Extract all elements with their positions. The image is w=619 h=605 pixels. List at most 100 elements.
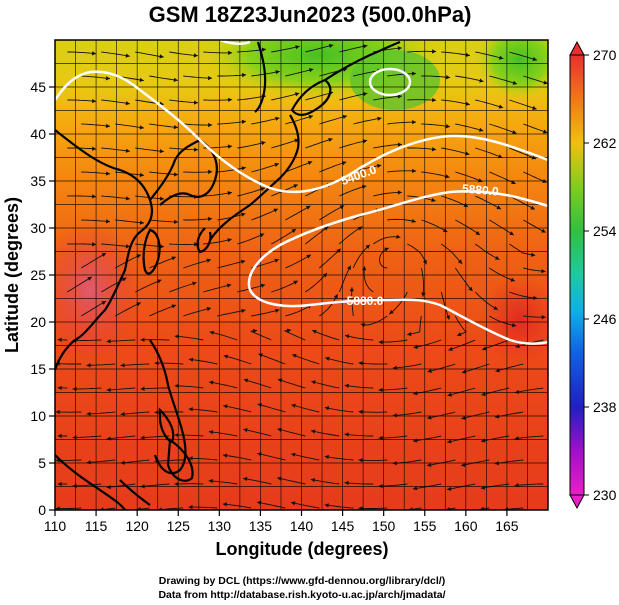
streamline (353, 117, 382, 125)
streamline-arrow (106, 387, 111, 393)
streamline-arrow (275, 308, 280, 313)
japan-honshu (209, 114, 300, 241)
streamline-arrow (427, 462, 432, 468)
streamline (67, 276, 93, 293)
streamline-arrow (261, 141, 266, 146)
streamline-arrow (396, 234, 401, 239)
streamline (475, 51, 504, 60)
x-tick-label: 125 (167, 518, 191, 534)
streamline (250, 330, 272, 341)
streamline (373, 236, 401, 245)
streamline-arrow (349, 287, 354, 292)
streamline (523, 219, 546, 233)
streamline (149, 75, 178, 81)
streamline-arrow (240, 212, 246, 217)
streamline (285, 254, 312, 269)
streamline-arrow (344, 480, 349, 486)
streamline (319, 248, 342, 269)
streamline-arrow (432, 49, 437, 54)
streamline-arrow (493, 305, 498, 310)
contour-5400 (55, 70, 548, 194)
streamline-arrow (324, 503, 329, 508)
streamline (407, 147, 437, 151)
streamline-arrow (291, 452, 296, 457)
streamline-arrow (511, 323, 517, 328)
streamline-arrow (274, 258, 279, 263)
streamline-arrow (55, 506, 60, 510)
streamline-arrow (533, 295, 538, 301)
y-tick-label: 25 (30, 267, 46, 283)
warm-region-west (55, 220, 140, 360)
x-axis-ticks: 110 115 120 125 130 135 140 145 150 155 160 165 (44, 510, 519, 534)
streamline-arrow (482, 346, 487, 351)
x-tick-label: 130 (208, 518, 232, 534)
streamline-arrow (445, 174, 450, 179)
streamline-arrow (209, 330, 215, 335)
streamline (489, 123, 517, 134)
coastlines (55, 40, 401, 510)
streamline (285, 205, 311, 221)
streamline (373, 191, 402, 197)
streamline (149, 219, 179, 223)
streamline (387, 218, 417, 223)
streamline (338, 265, 352, 293)
streamline-arrow (344, 432, 349, 437)
streamline-arrow (333, 294, 338, 299)
y-tick-label: 10 (30, 408, 46, 424)
streamline (475, 99, 504, 109)
streamline (344, 433, 374, 437)
streamline (120, 459, 150, 464)
streamline (203, 192, 232, 197)
streamline (514, 435, 544, 440)
streamline-arrow (241, 166, 246, 171)
streamline-arrow (227, 144, 233, 149)
streamline (237, 95, 266, 101)
streamline (475, 243, 500, 260)
streamline-arrow (397, 46, 402, 51)
streamline (305, 138, 333, 149)
streamline (188, 506, 218, 509)
streamline-arrow (465, 101, 470, 106)
streamline-arrow (411, 71, 417, 76)
streamline (312, 329, 340, 341)
streamline-arrow (511, 180, 516, 185)
streamline-arrow (479, 506, 484, 510)
streamline (217, 74, 247, 77)
colorbar-tick-label: 238 (593, 399, 617, 415)
streamline (455, 171, 483, 183)
streamline (81, 123, 111, 127)
streamline (72, 483, 102, 487)
streamline (217, 260, 246, 269)
streamline-arrow (324, 406, 330, 411)
streamline (169, 99, 199, 104)
streamline (305, 91, 334, 101)
streamline-arrow (206, 306, 212, 312)
streamline (427, 411, 456, 419)
streamline-arrow (311, 429, 316, 434)
streamline (475, 195, 502, 210)
cold-region-northeast (475, 40, 548, 100)
streamline-arrow (140, 337, 145, 342)
streamline-arrow (105, 123, 111, 129)
streamline-arrow (125, 53, 130, 58)
streamline-arrow (325, 356, 330, 361)
streamline (514, 483, 544, 487)
streamline-arrow (457, 332, 462, 337)
streamline-arrow (257, 403, 263, 408)
streamline-arrow (461, 415, 466, 420)
streamline (514, 387, 544, 394)
streamline (135, 51, 164, 58)
streamline-arrow (509, 231, 514, 236)
streamline-arrow (495, 414, 500, 419)
streamline (106, 387, 136, 391)
streamline (292, 354, 320, 365)
streamline-arrow (378, 483, 383, 489)
cold-core (350, 50, 440, 110)
x-tick-label: 165 (495, 518, 519, 534)
y-tick-label: 30 (30, 220, 46, 236)
streamline-arrow (55, 409, 60, 415)
streamline (344, 384, 374, 389)
streamline-arrow (120, 411, 125, 417)
streamline-arrow (139, 125, 144, 130)
